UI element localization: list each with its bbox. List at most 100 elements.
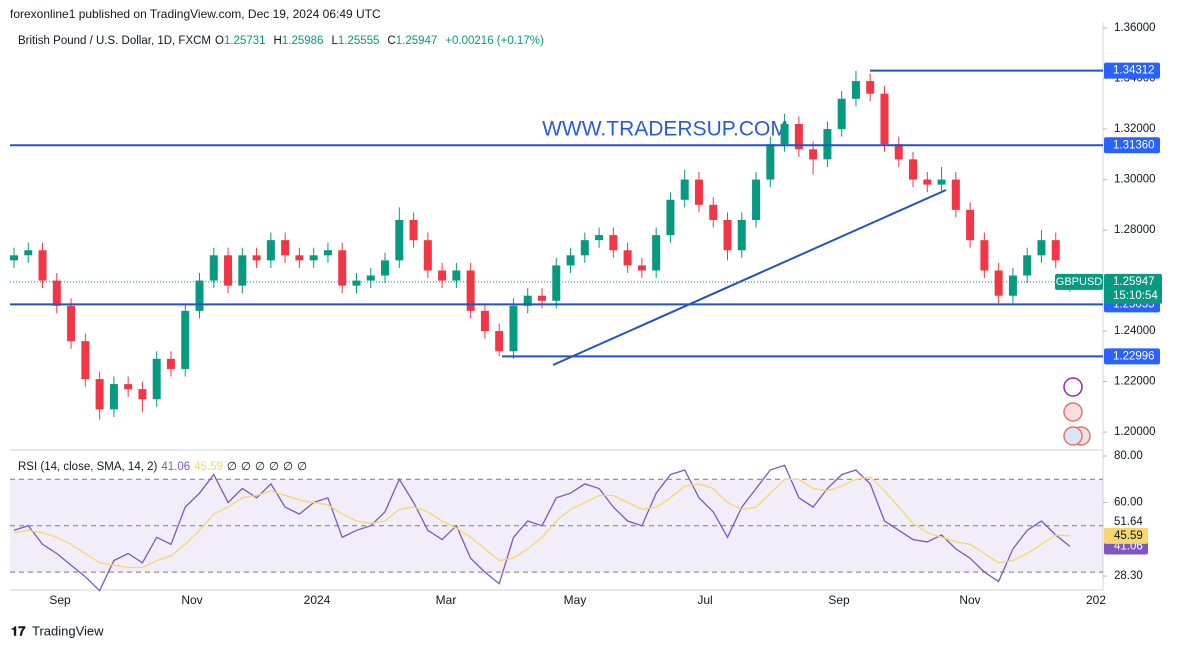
candle-body bbox=[381, 260, 390, 276]
candle-body bbox=[880, 93, 889, 145]
y-tick-label: 1.20000 bbox=[1114, 426, 1156, 438]
level-label: 1.22996 bbox=[1113, 350, 1155, 362]
rsi-marker-label: 51.64 bbox=[1114, 516, 1143, 528]
toggle: ∅ bbox=[297, 461, 308, 473]
y-tick-label: 1.36000 bbox=[1114, 22, 1156, 34]
toggle: ∅ bbox=[269, 461, 280, 473]
candle-body bbox=[138, 389, 147, 400]
last-price-label: 1.25947 bbox=[1113, 276, 1155, 288]
candle-body bbox=[195, 280, 204, 311]
candle-body bbox=[366, 275, 375, 281]
y-tick-label: 80.00 bbox=[1114, 450, 1143, 462]
candle-body bbox=[1023, 255, 1032, 276]
candle-body bbox=[67, 305, 76, 342]
candle-body bbox=[951, 179, 960, 210]
ohlc-item: O1.25731 bbox=[215, 35, 270, 47]
candle-body bbox=[224, 255, 233, 286]
rsi-line bbox=[13, 464, 1071, 592]
candle-body bbox=[395, 219, 404, 261]
title: RSI (14, close, SMA, 14, 2) bbox=[18, 461, 158, 473]
ohlc-value: 1.25731 bbox=[223, 35, 266, 47]
candle-body bbox=[837, 98, 846, 130]
ohlc-item: C1.25947 bbox=[387, 35, 441, 47]
candle-body bbox=[737, 219, 746, 251]
title: British Pound / U.S. Dollar, 1D, FXCM bbox=[18, 35, 212, 47]
candle-body bbox=[52, 280, 61, 306]
x-tick-label: Nov bbox=[181, 593, 202, 607]
candle-body bbox=[509, 305, 518, 352]
value-badge bbox=[1104, 527, 1148, 544]
candle-body bbox=[309, 255, 318, 261]
candle-body bbox=[637, 265, 646, 271]
candle-body bbox=[209, 255, 218, 281]
candle-body bbox=[823, 129, 832, 160]
candle-body bbox=[652, 235, 661, 271]
rsi-header: RSI (14, close, SMA, 14, 2) 41.06 45.59 ∅ ∅ ∅… bbox=[18, 459, 311, 473]
candle-body bbox=[323, 250, 332, 256]
x-tick-label: Sep bbox=[828, 593, 850, 607]
y-tick-label: 1.32000 bbox=[1114, 123, 1156, 135]
candle-body bbox=[1008, 275, 1017, 296]
rsi-sma-line bbox=[13, 476, 1071, 569]
event-icon[interactable] bbox=[1063, 377, 1083, 397]
level-badge bbox=[1104, 137, 1160, 154]
footer-logo: 𝟏𝟕 bbox=[11, 623, 26, 638]
candle-body bbox=[38, 250, 47, 281]
x-tick-label: Mar bbox=[436, 593, 457, 607]
candle-body bbox=[1051, 240, 1060, 261]
change: +0.00216 (+0.17%) bbox=[445, 35, 544, 47]
candle-body bbox=[923, 179, 932, 185]
candle-body bbox=[423, 240, 432, 271]
candle-body bbox=[352, 280, 361, 286]
ohlc-value: 1.25986 bbox=[281, 35, 324, 47]
candle-body bbox=[966, 209, 975, 241]
candle-body bbox=[595, 235, 604, 241]
candle-body bbox=[480, 310, 489, 332]
toggle: ∅ bbox=[254, 461, 265, 473]
candle-body bbox=[538, 295, 546, 301]
candle-body bbox=[338, 250, 347, 286]
flag-icon[interactable] bbox=[1063, 426, 1083, 446]
ohlc-label: O bbox=[215, 35, 224, 47]
candle-body bbox=[495, 331, 504, 352]
candle-body bbox=[181, 310, 190, 369]
candle-body bbox=[409, 219, 418, 241]
candle-body bbox=[152, 358, 161, 400]
candle-body bbox=[780, 124, 789, 145]
flag-icon[interactable] bbox=[1063, 402, 1083, 422]
candle-body bbox=[109, 384, 118, 410]
symbol-badge bbox=[1055, 273, 1103, 290]
candle-body bbox=[623, 250, 632, 266]
y-tick-label: 60.00 bbox=[1114, 497, 1143, 509]
ohlc-value: 1.25555 bbox=[337, 35, 380, 47]
candle-body bbox=[752, 179, 761, 220]
ohlc-label: C bbox=[387, 35, 396, 47]
candle-body bbox=[266, 240, 275, 261]
x-tick-label: May bbox=[564, 593, 587, 607]
countdown-label: 15:10:54 bbox=[1113, 290, 1158, 302]
candle-body bbox=[1037, 240, 1046, 256]
candle-body bbox=[452, 270, 461, 281]
candle-body bbox=[666, 199, 675, 236]
candle-body bbox=[809, 149, 818, 160]
candle-body bbox=[124, 384, 133, 390]
y-tick-label: 1.28000 bbox=[1114, 224, 1156, 236]
series-value: 41.06 bbox=[161, 461, 191, 473]
ohlc-label: H bbox=[273, 35, 282, 47]
y-tick-label: 28.30 bbox=[1114, 570, 1143, 582]
ohlc-item: H1.25986 bbox=[274, 35, 328, 47]
candle-body bbox=[937, 179, 946, 185]
candle-body bbox=[552, 265, 561, 301]
candle-body bbox=[238, 255, 247, 286]
watermark: WWW.TRADERSUP.COM bbox=[542, 118, 788, 141]
candle-body bbox=[694, 179, 703, 205]
ohlc-label: L bbox=[331, 35, 338, 47]
toggle: ∅ bbox=[240, 461, 251, 473]
candle-body bbox=[95, 379, 104, 410]
x-tick-label: 202 bbox=[1086, 593, 1106, 607]
level-label: 1.31360 bbox=[1113, 139, 1155, 151]
y-tick-label: 1.22000 bbox=[1114, 376, 1156, 388]
candle-body bbox=[980, 240, 989, 271]
